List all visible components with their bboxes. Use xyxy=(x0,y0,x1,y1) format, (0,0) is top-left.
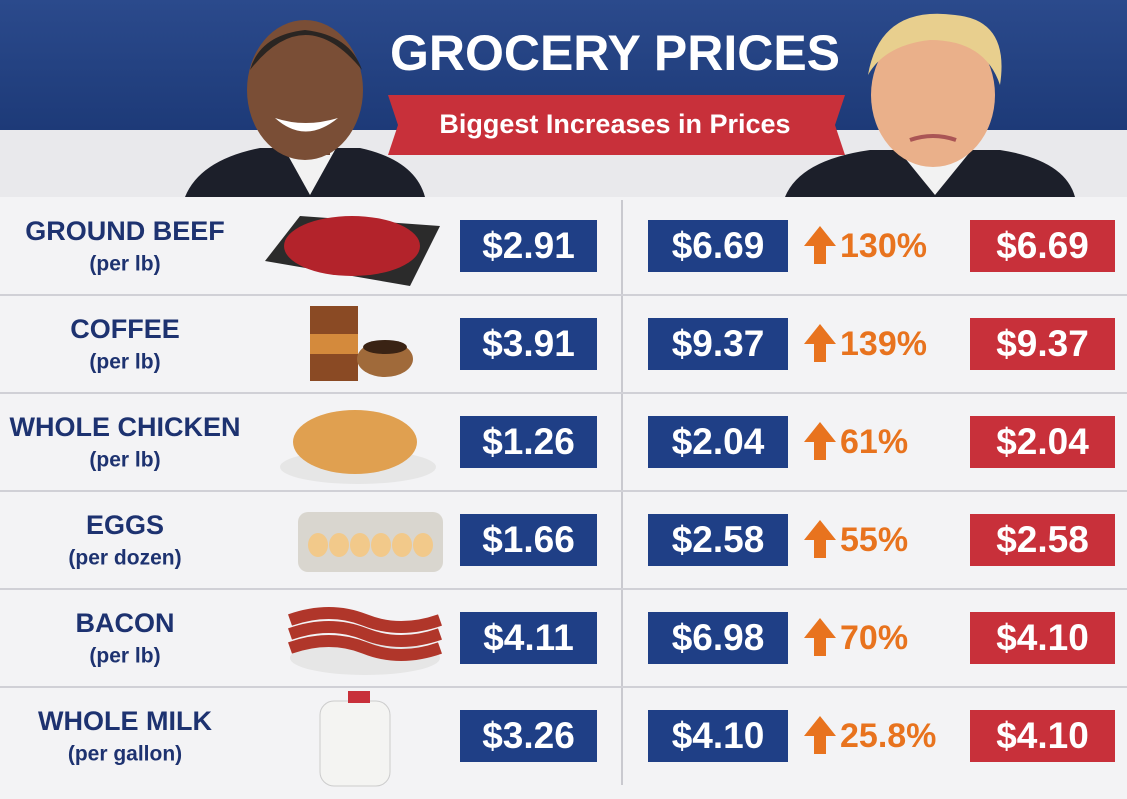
egg xyxy=(308,533,328,557)
row: WHOLE CHICKEN (per lb) $1.26 $2.04 $2.04 61% xyxy=(0,392,1127,484)
change: 139% xyxy=(840,325,927,363)
price: $2.04 xyxy=(672,421,765,462)
price-box xyxy=(970,416,1115,468)
price-box xyxy=(648,220,788,272)
row: BACON (per lb) $4.11 $6.98 $4.10 70% xyxy=(0,588,1127,675)
row: GROUND BEEF (per lb) $2.91 $6.69 $6.69 130% xyxy=(25,216,1115,286)
row: WHOLE MILK (per gallon) $3.26 $4.10 $4.10 25.… xyxy=(0,686,1127,787)
price: $1.26 xyxy=(482,421,575,462)
price: $1.66 xyxy=(482,519,575,560)
egg xyxy=(329,533,349,557)
price-box xyxy=(970,318,1115,370)
price: $4.10 xyxy=(672,715,765,756)
price-box xyxy=(648,514,788,566)
price: $2.58 xyxy=(672,519,765,560)
subtitle: Biggest Increases in Prices xyxy=(439,109,790,139)
item-unit: (per dozen) xyxy=(68,547,181,570)
price: $9.37 xyxy=(996,323,1089,364)
price-box xyxy=(648,612,788,664)
bacon xyxy=(288,621,442,647)
beans xyxy=(363,340,407,354)
price-box xyxy=(970,220,1115,272)
up-arrow xyxy=(804,520,836,558)
chicken xyxy=(293,410,417,474)
change: 61% xyxy=(840,423,908,461)
price: $4.10 xyxy=(996,715,1089,756)
item-name: COFFEE xyxy=(70,314,180,344)
up-arrow xyxy=(804,226,836,264)
price-box xyxy=(460,710,597,762)
price-box xyxy=(460,514,597,566)
price-box xyxy=(648,318,788,370)
price-box xyxy=(970,514,1115,566)
row: EGGS (per dozen) $1.66 $2.58 $2.58 55% xyxy=(0,490,1127,572)
item-name: GROUND BEEF xyxy=(25,216,225,246)
row: COFFEE (per lb) $3.91 $9.37 $9.37 139% xyxy=(0,294,1127,381)
item-unit: (per lb) xyxy=(89,351,160,374)
jug xyxy=(319,700,391,787)
price: $2.04 xyxy=(996,421,1089,462)
portrait-left xyxy=(185,20,425,197)
item-name: EGGS xyxy=(86,510,164,540)
price-box xyxy=(970,710,1115,762)
change: 55% xyxy=(840,521,908,559)
item-unit: (per lb) xyxy=(89,645,160,668)
table-bg xyxy=(0,197,1127,799)
price: $6.98 xyxy=(672,617,765,658)
subtitle-banner xyxy=(388,95,845,155)
egg xyxy=(392,533,412,557)
title: GROCERY PRICES xyxy=(390,25,840,81)
price: $2.58 xyxy=(996,519,1089,560)
price: $3.26 xyxy=(482,715,575,756)
price-box xyxy=(648,416,788,468)
item-unit: (per lb) xyxy=(89,253,160,276)
price: $6.69 xyxy=(672,225,765,266)
price-box xyxy=(970,612,1115,664)
change: 25.8% xyxy=(840,717,936,755)
egg xyxy=(413,533,433,557)
up-arrow xyxy=(804,716,836,754)
bacon xyxy=(288,607,442,633)
price: $2.91 xyxy=(482,225,575,266)
up-arrow xyxy=(804,324,836,362)
egg xyxy=(350,533,370,557)
beef xyxy=(284,216,420,276)
price-box xyxy=(460,318,597,370)
price-box xyxy=(460,220,597,272)
change: 70% xyxy=(840,619,908,657)
bacon xyxy=(288,635,442,661)
price: $4.11 xyxy=(483,617,574,658)
cap xyxy=(348,691,370,703)
item-name: WHOLE MILK xyxy=(38,706,212,736)
price: $3.91 xyxy=(482,323,575,364)
item-name: WHOLE CHICKEN xyxy=(10,412,241,442)
price: $6.69 xyxy=(996,225,1089,266)
up-arrow xyxy=(804,618,836,656)
price: $9.37 xyxy=(672,323,765,364)
item-unit: (per lb) xyxy=(89,449,160,472)
price: $4.10 xyxy=(996,617,1089,658)
carton xyxy=(298,512,443,572)
price-box xyxy=(460,416,597,468)
bag-label xyxy=(310,334,358,354)
price-box xyxy=(460,612,597,664)
up-arrow xyxy=(804,422,836,460)
item-unit: (per gallon) xyxy=(68,743,182,766)
portrait-right xyxy=(785,13,1075,197)
change: 130% xyxy=(840,227,927,265)
egg xyxy=(371,533,391,557)
price-box xyxy=(648,710,788,762)
item-name: BACON xyxy=(76,608,175,638)
